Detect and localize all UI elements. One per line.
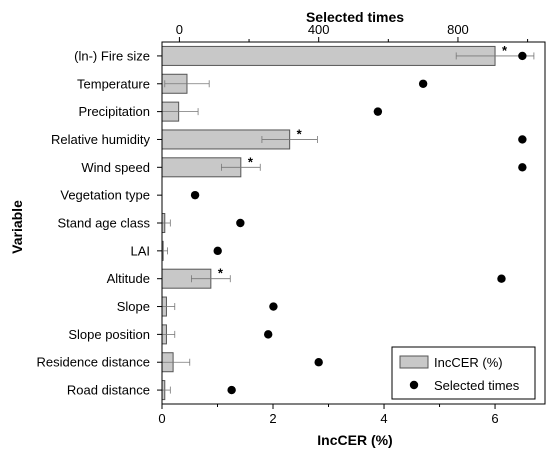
scatter-point (314, 358, 323, 367)
scatter-point (518, 135, 527, 144)
category-label: Temperature (77, 76, 150, 91)
significance-marker: * (297, 126, 303, 141)
scatter-point (418, 79, 428, 88)
scatter-point (518, 163, 527, 172)
category-label: Residence distance (37, 355, 150, 370)
category-label: (ln-) Fire size (74, 48, 150, 63)
significance-marker: * (502, 43, 508, 58)
legend-dot-swatch (409, 380, 419, 390)
bottom-axis-title: IncCER (%) (317, 432, 392, 448)
x-tick-label-bottom: 6 (491, 411, 498, 426)
scatter-point (190, 190, 200, 200)
category-label: LAI (130, 243, 150, 258)
scatter-point (263, 330, 273, 339)
x-tick-label-top: 0 (176, 22, 183, 37)
x-tick-label-top: 400 (308, 22, 330, 37)
scatter-point (213, 246, 222, 256)
scatter-point (227, 385, 236, 395)
x-tick-label-top: 800 (447, 22, 469, 37)
bar (161, 45, 496, 66)
scatter-point (373, 107, 383, 116)
x-tick-label-bottom: 4 (380, 411, 387, 426)
legend-bar-swatch (399, 355, 429, 369)
x-tick-label-bottom: 2 (269, 411, 276, 426)
category-label: Vegetation type (60, 188, 150, 203)
category-label: Altitude (107, 271, 150, 286)
plot-frame (161, 41, 546, 405)
legend: IncCER (%) Selected times (391, 346, 536, 400)
scatter-point (269, 302, 278, 311)
category-label: Wind speed (81, 160, 150, 175)
significance-marker: * (218, 266, 224, 281)
top-axis-title: Selected times (306, 9, 404, 25)
plot-area: * (ln-) Fire size Temperature Precipitation… (37, 22, 546, 426)
y-axis-title: Variable (9, 200, 25, 254)
x-tick-label-bottom: 0 (158, 411, 165, 426)
category-label: Precipitation (78, 104, 150, 119)
scatter-point (518, 51, 527, 61)
legend-label-scatter: Selected times (434, 378, 520, 393)
category-label: Slope (117, 299, 150, 314)
category-label: Road distance (67, 383, 150, 398)
legend-label-bar: IncCER (%) (434, 355, 503, 370)
category-label: Stand age class (57, 216, 150, 231)
category-label: Slope position (68, 327, 150, 342)
significance-marker: * (248, 154, 254, 169)
scatter-point (236, 218, 245, 228)
scatter-point (497, 274, 506, 283)
category-label: Relative humidity (51, 132, 150, 147)
